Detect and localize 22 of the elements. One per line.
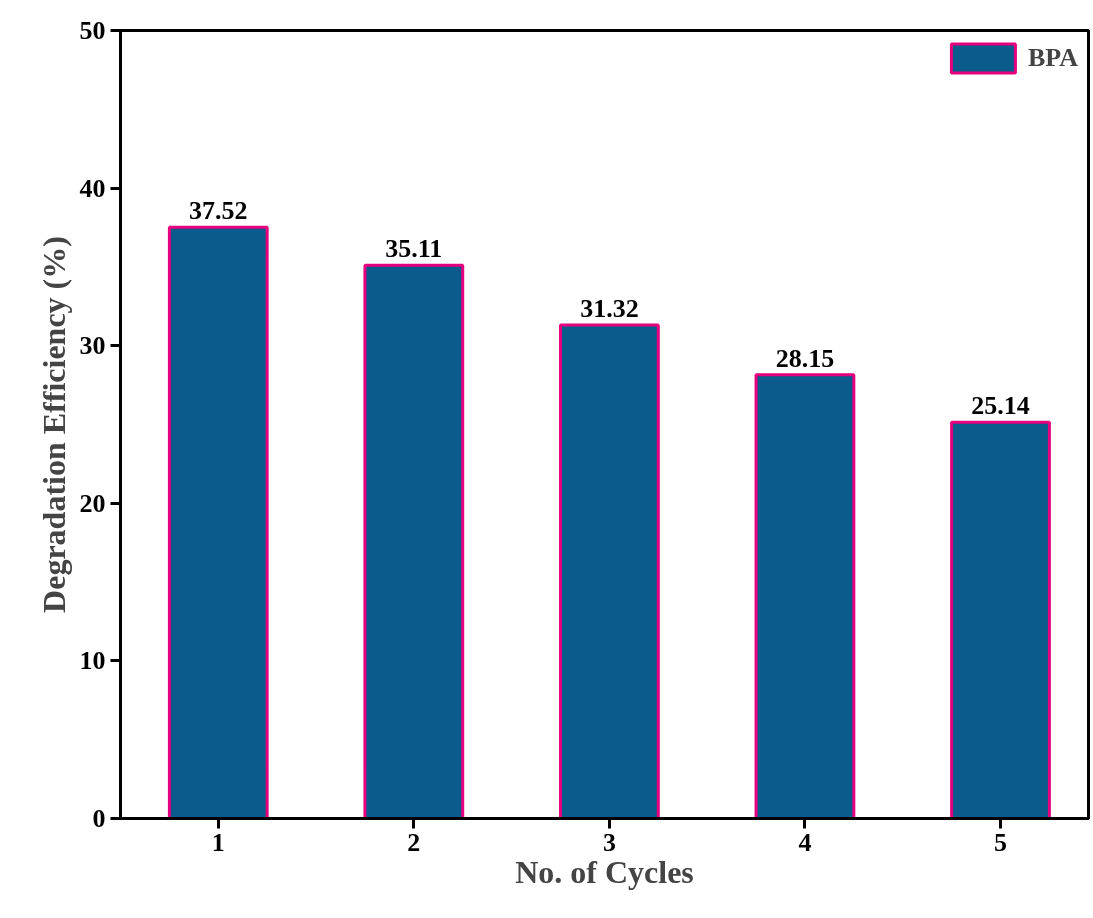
bar (754, 373, 856, 819)
data-label: 31.32 (580, 293, 639, 323)
x-tick-label: 2 (407, 827, 421, 857)
y-tick-label: 20 (79, 488, 106, 518)
bar (559, 323, 660, 819)
bar (363, 263, 465, 819)
y-tick-label: 40 (79, 173, 106, 203)
x-tick-label: 5 (994, 827, 1007, 857)
data-label: 25.14 (971, 391, 1030, 421)
x-tick-label: 1 (211, 827, 225, 857)
bar (950, 420, 1051, 819)
y-tick-label: 30 (79, 331, 106, 361)
data-label: 35.11 (385, 234, 443, 264)
y-axis-title: Degradation Efficiency (%) (35, 236, 72, 613)
bar (167, 225, 269, 819)
y-tick-label: 0 (92, 804, 106, 833)
legend-label: BPA (1027, 43, 1078, 73)
y-tick-label: 50 (79, 16, 106, 45)
data-label: 37.52 (189, 196, 248, 226)
x-tick-label: 4 (798, 827, 812, 857)
data-label: 28.15 (775, 343, 835, 373)
y-tick-label: 10 (79, 646, 106, 676)
